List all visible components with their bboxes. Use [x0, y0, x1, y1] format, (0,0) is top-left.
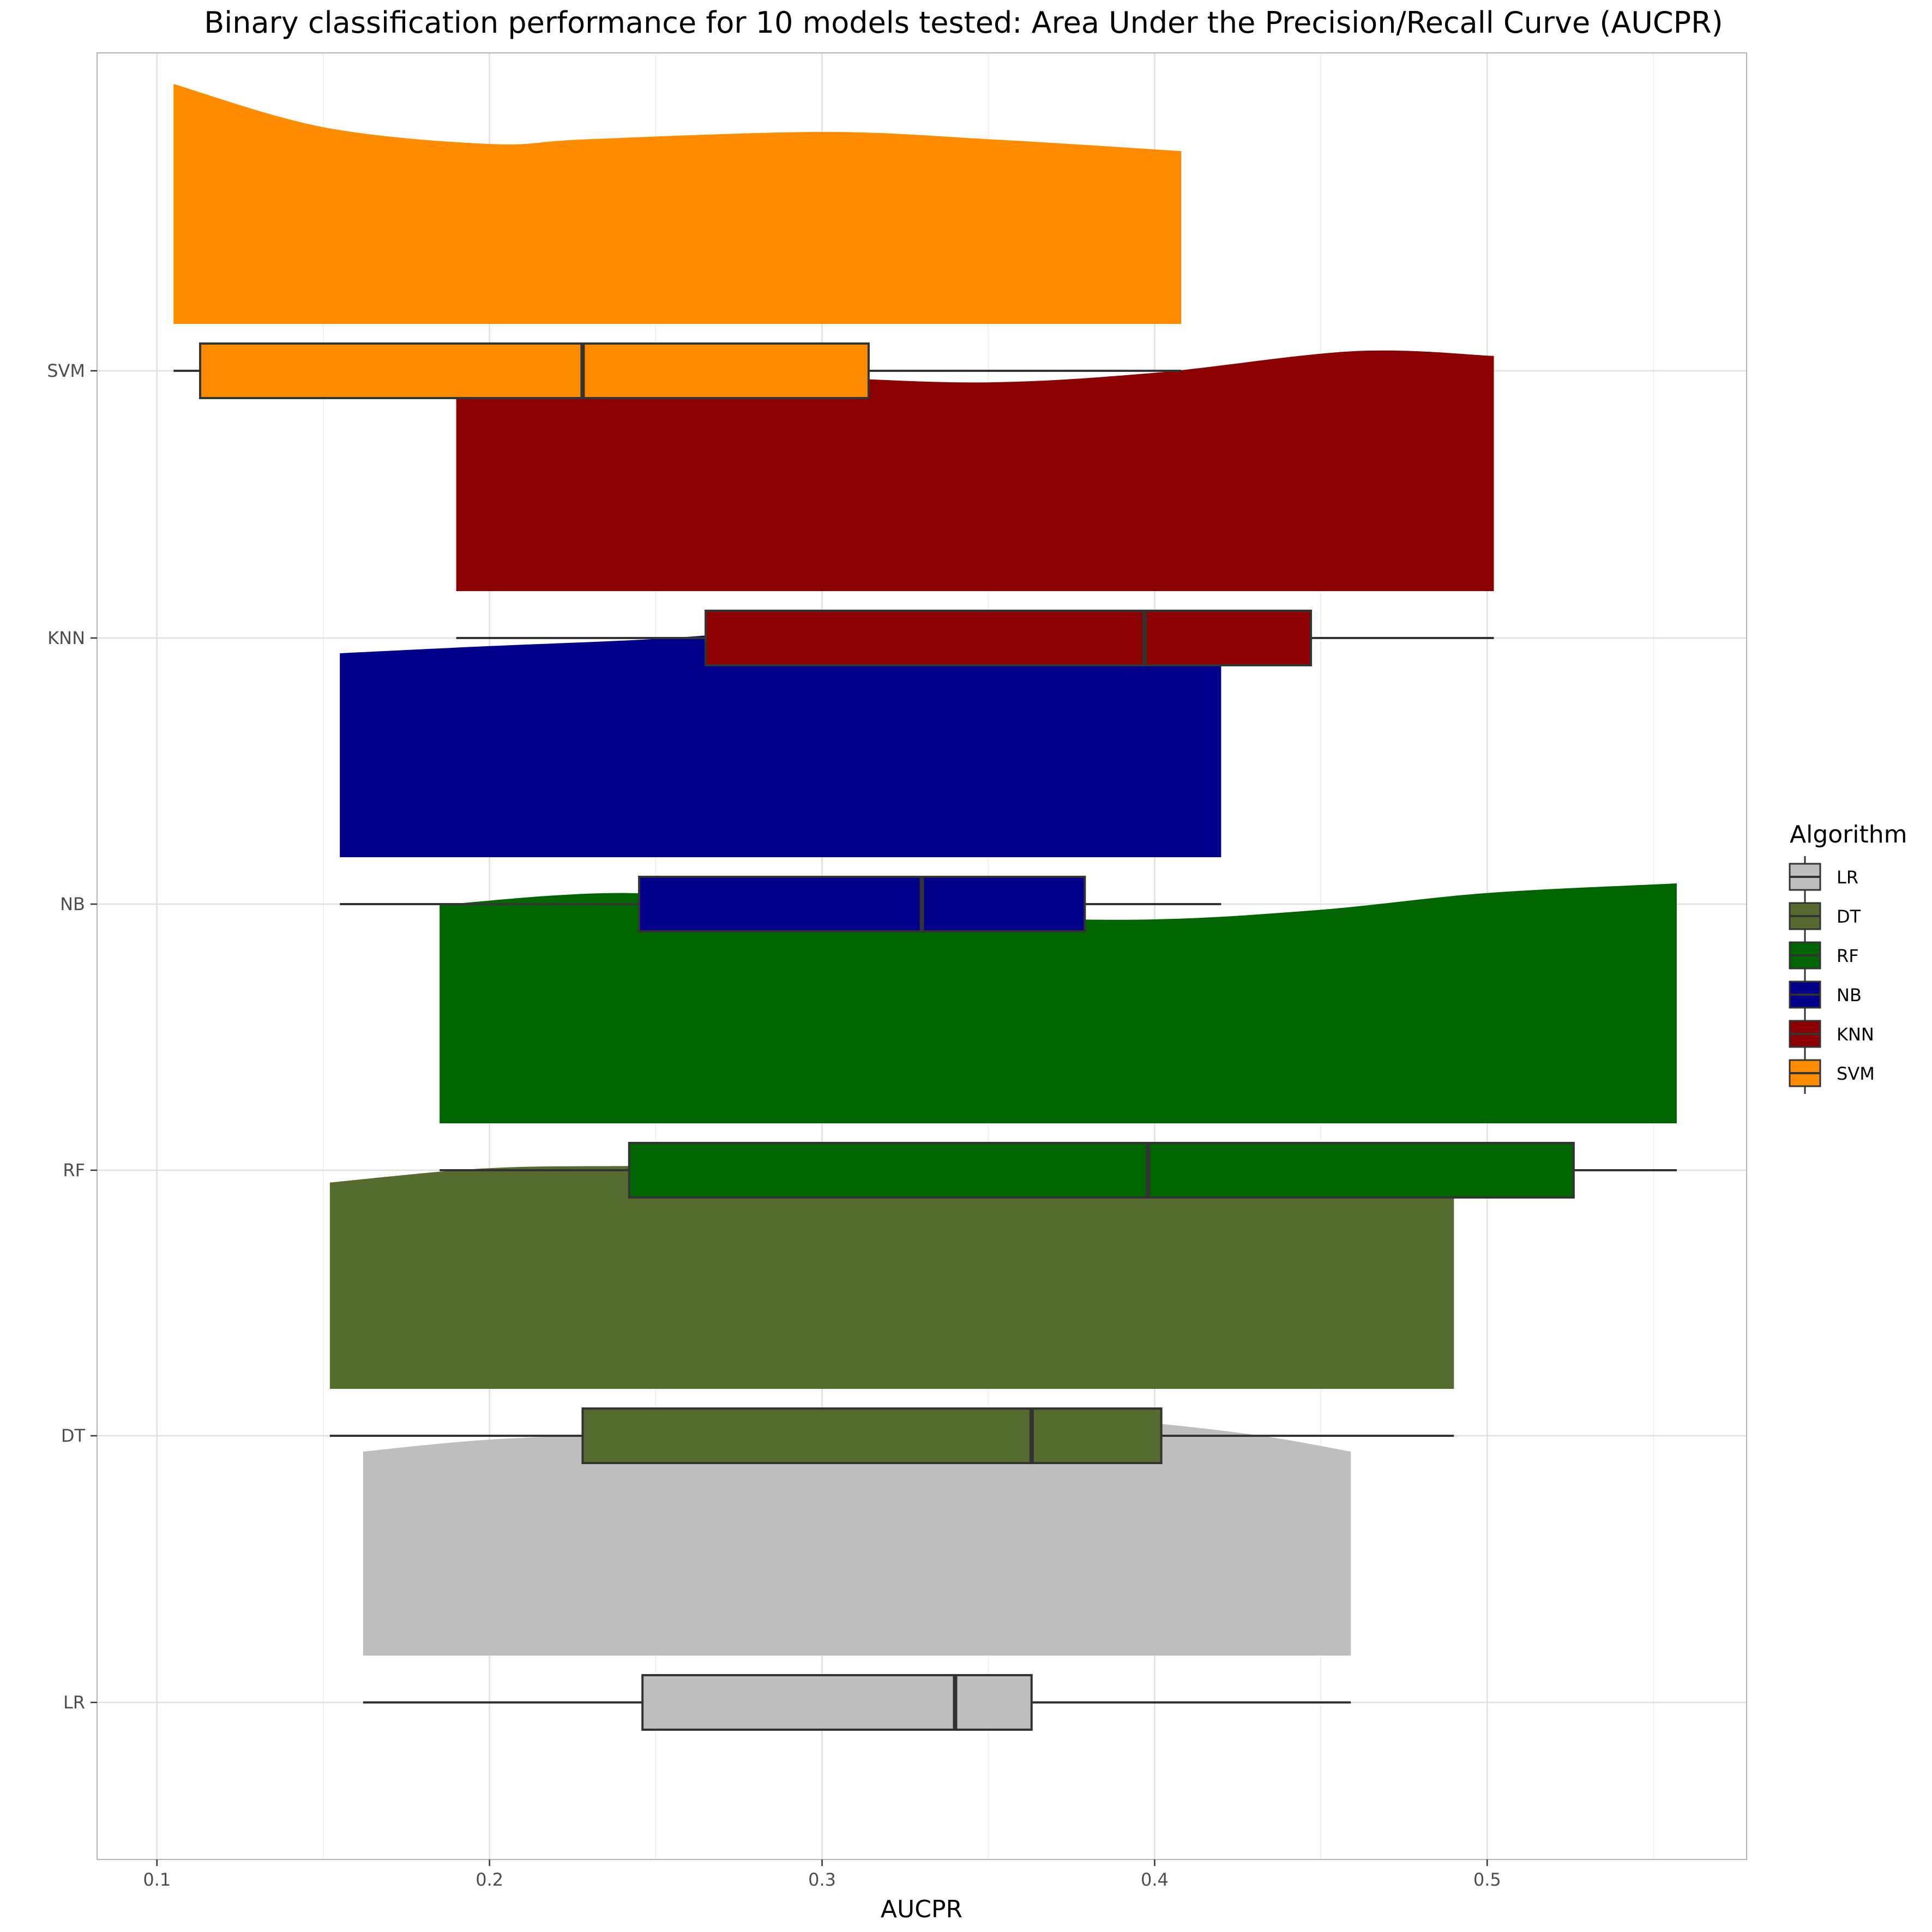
legend-title: Algorithm — [1790, 821, 1907, 848]
boxplot-dt — [329, 1407, 1454, 1464]
chart-title: Binary classification performance for 10… — [204, 5, 1723, 40]
box — [581, 1407, 1163, 1464]
y-tick-label: DT — [61, 1425, 86, 1446]
legend-label: RF — [1837, 946, 1859, 966]
y-tick-label: RF — [63, 1160, 85, 1181]
x-tick-label: 0.3 — [808, 1869, 836, 1890]
boxplot-knn — [456, 610, 1494, 666]
density-clouds — [173, 84, 1677, 1656]
y-tick-label: LR — [63, 1692, 85, 1713]
density-knn — [456, 350, 1494, 591]
legend: Algorithm LR DT RF NB KNN SVM — [1789, 821, 1907, 1094]
box — [638, 876, 1086, 932]
legend-label: DT — [1837, 906, 1861, 927]
box — [641, 1674, 1033, 1731]
x-tick-label: 0.4 — [1141, 1869, 1169, 1890]
legend-label: SVM — [1837, 1063, 1875, 1084]
density-svm — [173, 84, 1182, 324]
density-dt — [329, 1148, 1454, 1389]
boxplot-lr — [363, 1674, 1351, 1731]
legend-label: NB — [1837, 985, 1862, 1006]
y-tick-label: SVM — [47, 360, 85, 381]
box — [628, 1142, 1575, 1199]
legend-entry-lr: LR — [1789, 856, 1858, 898]
boxplots — [173, 342, 1677, 1731]
legend-entry-nb: NB — [1789, 974, 1862, 1015]
legend-entry-dt: DT — [1789, 895, 1861, 937]
y-tick-label: KNN — [47, 628, 85, 648]
legend-entry-knn: KNN — [1789, 1013, 1874, 1055]
x-axis-ticks: 0.1 0.2 0.3 0.4 0.5 — [143, 1859, 1501, 1890]
boxplot-svm — [173, 342, 1182, 399]
density-nb — [340, 617, 1221, 857]
box — [705, 610, 1313, 666]
y-axis-ticks: LR DT RF NB KNN SVM — [47, 360, 97, 1713]
legend-entry-svm: SVM — [1789, 1052, 1875, 1094]
x-axis-title: AUCPR — [881, 1895, 962, 1923]
density-lr — [363, 1415, 1351, 1656]
legend-label: KNN — [1837, 1024, 1874, 1045]
density-rf — [440, 883, 1677, 1123]
box — [199, 342, 870, 399]
x-tick-label: 0.2 — [476, 1869, 503, 1890]
legend-entry-rf: RF — [1789, 935, 1859, 976]
x-tick-label: 0.1 — [143, 1869, 171, 1890]
y-tick-label: NB — [60, 894, 85, 914]
x-tick-label: 0.5 — [1473, 1869, 1501, 1890]
boxplot-rf — [440, 1142, 1677, 1199]
boxplot-nb — [340, 876, 1221, 932]
legend-label: LR — [1837, 867, 1858, 888]
plot-panel-border — [97, 52, 1747, 1860]
